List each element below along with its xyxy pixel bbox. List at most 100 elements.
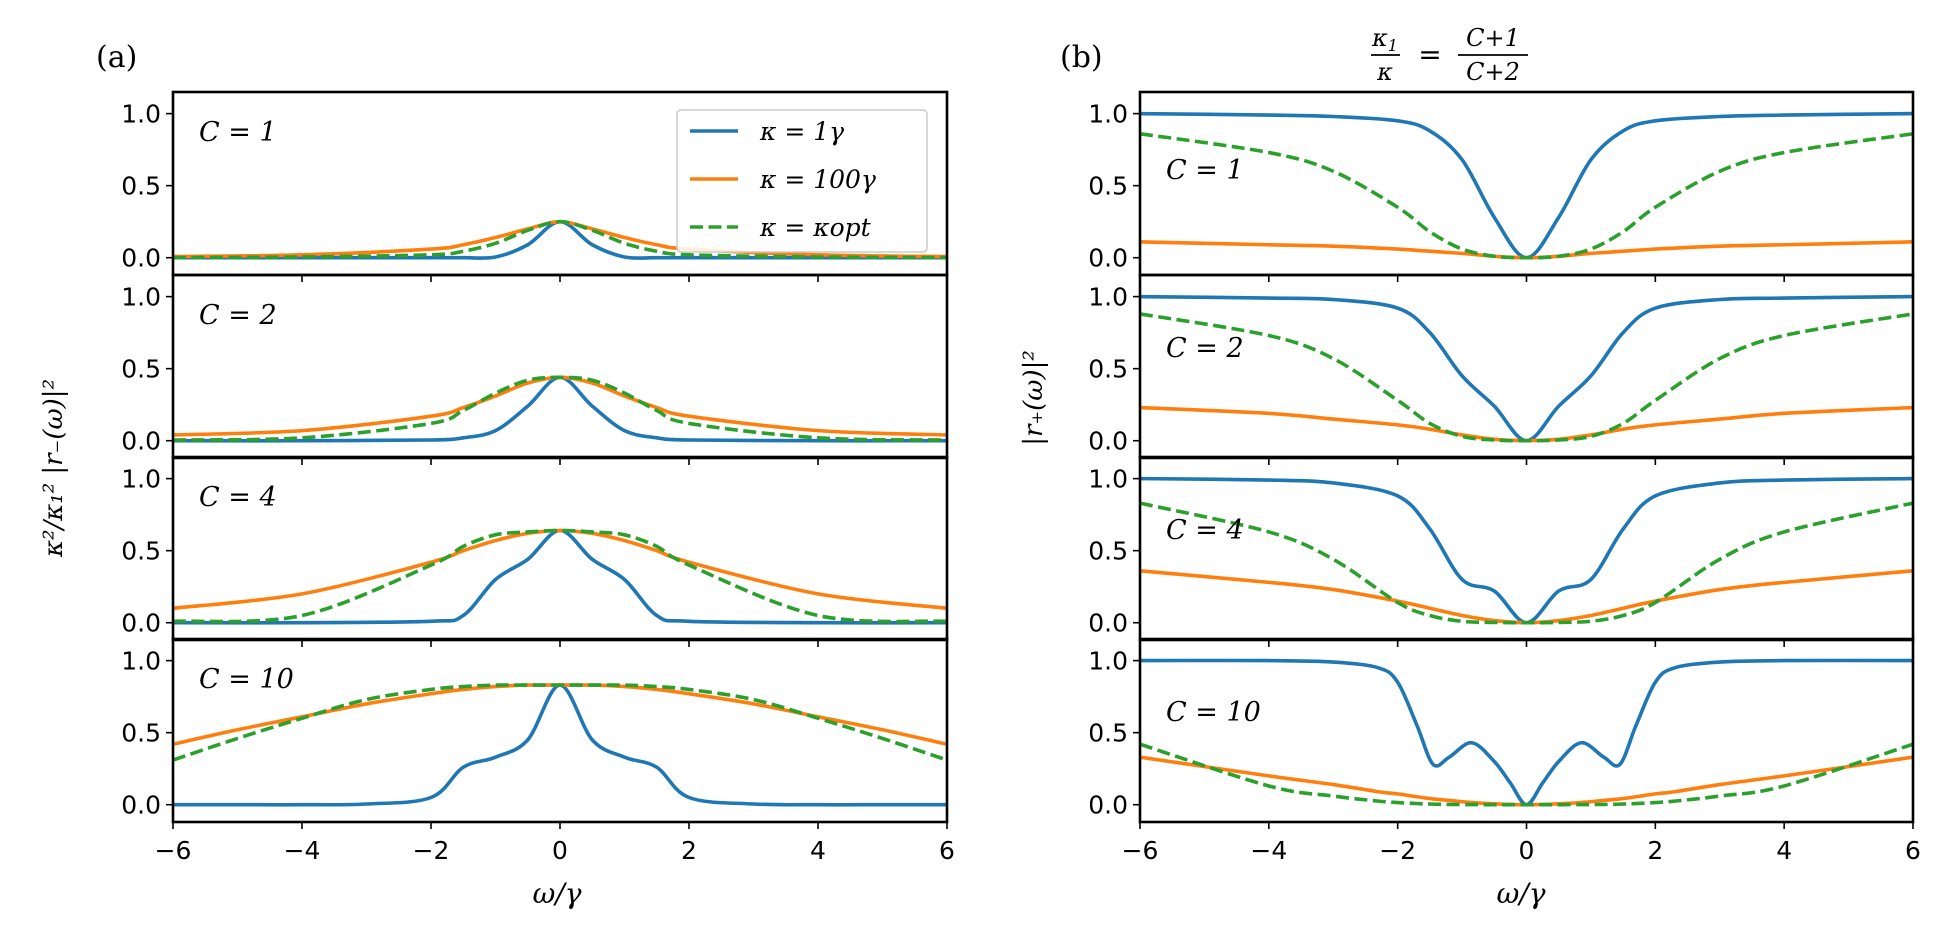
curves-group <box>1140 476 1913 625</box>
xlabel-b: ω/γ <box>1497 877 1546 910</box>
legend-label-kappa-opt: κ = κopt <box>759 213 872 242</box>
subplot-b-2: 0.0 0.5 1.0 C = 2 <box>1088 273 1915 465</box>
subplot-a-3: 0.0 0.5 1.0 C = 4 <box>121 455 949 647</box>
xtick-label: 6 <box>939 836 955 865</box>
series-line-blue <box>1140 294 1913 443</box>
title-b-equals: = <box>1418 38 1441 71</box>
subplot-c-label: C = 2 <box>1166 333 1244 364</box>
series-line-blue <box>1140 111 1913 260</box>
series-line-green <box>173 683 947 762</box>
ytick-label: 1.0 <box>121 465 161 494</box>
xtick-label: −2 <box>1379 836 1416 865</box>
ytick-label: 0.0 <box>1088 427 1128 456</box>
ytick-label: 0.5 <box>121 172 161 201</box>
series-line-green <box>1140 312 1913 443</box>
xtick-label: −6 <box>155 836 192 865</box>
xtick-label: 4 <box>1776 836 1792 865</box>
ytick-label: 0.0 <box>121 427 161 456</box>
curves-group <box>173 375 947 443</box>
series-line-blue <box>173 683 947 807</box>
ytick-label: 1.0 <box>1088 647 1128 676</box>
xtick-label: 0 <box>552 836 568 865</box>
ytick-label: 0.0 <box>121 244 161 273</box>
xtick-label: 2 <box>1647 836 1663 865</box>
xtick-label: 2 <box>681 836 697 865</box>
subplot-frame <box>1138 637 1915 824</box>
subplot-c-label: C = 1 <box>199 117 277 148</box>
xlabel-a: ω/γ <box>533 877 582 910</box>
xtick-label: −2 <box>413 836 450 865</box>
series-line-green <box>1140 742 1913 807</box>
ytick-label: 0.5 <box>121 537 161 566</box>
subplot-c-label: C = 10 <box>1166 697 1261 728</box>
ytick-label: 0.0 <box>121 791 161 820</box>
title-b-num-c1: C+1 <box>1466 24 1520 52</box>
panel-label-b: (b) <box>1060 40 1103 75</box>
series-line-orange <box>1140 405 1913 443</box>
ytick-label: 1.0 <box>121 647 161 676</box>
panel-label-a: (a) <box>96 40 137 75</box>
title-b-num-kappa: κ1 <box>1371 24 1398 55</box>
xtick-label: 6 <box>1905 836 1921 865</box>
subplot-c-label: C = 4 <box>1166 515 1244 546</box>
subplot-b-3: 0.0 0.5 1.0 C = 4 <box>1088 455 1915 647</box>
subplot-a-2: 0.0 0.5 1.0 C = 2 <box>121 273 949 465</box>
title-b-den-c2: C+2 <box>1466 58 1520 86</box>
curves-group <box>1140 111 1913 260</box>
subplot-frame <box>171 455 949 642</box>
ytick-label: 0.0 <box>1088 609 1128 638</box>
ytick-label: 0.5 <box>1088 172 1128 201</box>
series-line-blue <box>1140 476 1913 625</box>
series-line-orange <box>1140 240 1913 260</box>
series-line-green <box>173 375 947 442</box>
ytick-label: 1.0 <box>1088 100 1128 129</box>
subplot-c-label: C = 4 <box>199 482 277 513</box>
panel-b-title: κ1 κ = C+1 C+2 <box>1371 24 1528 86</box>
ytick-label: 1.0 <box>121 283 161 312</box>
xtick-label: 0 <box>1519 836 1535 865</box>
series-line-green <box>1140 501 1913 625</box>
curves-group <box>173 528 947 625</box>
subplot-b-4: 0.0 0.5 1.0 C = 10 <box>1088 637 1915 829</box>
xtick-label: −6 <box>1122 836 1159 865</box>
ytick-label: 0.5 <box>1088 537 1128 566</box>
series-line-green <box>173 219 947 260</box>
series-line-orange <box>173 375 947 437</box>
curves-group <box>1140 294 1913 443</box>
subplot-a-4: 0.0 0.5 1.0 C = 10 <box>121 637 949 829</box>
legend: κ = 1γ κ = 100γ κ = κopt <box>676 109 928 253</box>
series-line-blue <box>173 528 947 625</box>
subplot-b-1: 0.0 0.5 1.0 C = 1 <box>1088 90 1915 282</box>
ytick-label: 0.0 <box>1088 791 1128 820</box>
title-b-den-kappa: κ <box>1376 58 1393 86</box>
legend-label-kappa-100: κ = 100γ <box>759 165 876 194</box>
subplot-c-label: C = 1 <box>1166 155 1244 186</box>
ytick-label: 1.0 <box>1088 283 1128 312</box>
ylabel-a: κ²/κ₁² |r₋(ω)|² <box>39 379 69 558</box>
xtick-label: −4 <box>1250 836 1287 865</box>
ytick-label: 1.0 <box>121 100 161 129</box>
curves-group <box>173 683 947 807</box>
xtick-label: 4 <box>810 836 826 865</box>
series-line-orange <box>173 528 947 611</box>
subplot-c-label: C = 2 <box>199 300 277 331</box>
series-line-green <box>1140 132 1913 260</box>
subplot-a-1: 0.0 0.5 1.0 C = 1 <box>121 90 949 282</box>
ytick-label: 0.5 <box>1088 355 1128 384</box>
subplot-frame <box>1138 90 1915 277</box>
series-line-orange <box>1140 569 1913 625</box>
series-line-green <box>173 528 947 624</box>
plots-layer: 0.0 0.5 1.0 C = 1 0.0 0.5 1.0 C = 2 0.0 0.5 1.0 C =… <box>121 90 1921 865</box>
ytick-label: 0.5 <box>121 355 161 384</box>
ytick-label: 0.5 <box>121 719 161 748</box>
subplot-c-label: C = 10 <box>199 664 294 695</box>
subplot-frame <box>1138 455 1915 642</box>
curves-group <box>1140 658 1913 807</box>
xtick-label: −4 <box>284 836 321 865</box>
legend-label-kappa-1: κ = 1γ <box>759 117 844 146</box>
legend-box <box>676 109 928 253</box>
ylabel-b: |r₊(ω)|² <box>1019 350 1049 446</box>
subplot-frame <box>1138 273 1915 460</box>
ytick-label: 0.0 <box>1088 244 1128 273</box>
